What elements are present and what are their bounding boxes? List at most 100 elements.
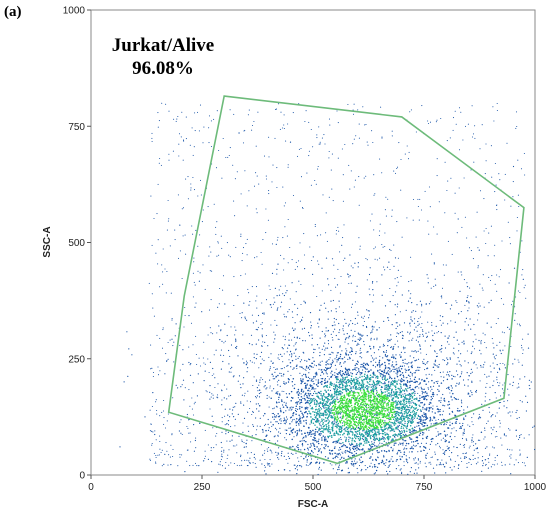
event-dot <box>372 409 375 412</box>
event-dot <box>456 339 458 341</box>
event-dot <box>293 345 295 347</box>
event-dot <box>260 392 262 394</box>
event-dot <box>352 419 354 421</box>
event-dot <box>399 371 401 373</box>
event-dot <box>214 386 216 389</box>
event-dot <box>509 411 511 413</box>
event-dot <box>342 174 344 176</box>
event-dot <box>446 357 448 359</box>
event-dot <box>198 130 200 132</box>
event-dot <box>381 137 383 139</box>
event-dot <box>203 126 205 128</box>
event-dot <box>312 285 314 287</box>
event-dot <box>191 127 193 129</box>
event-dot <box>219 287 221 290</box>
event-dot <box>347 401 349 403</box>
event-dot <box>378 371 380 374</box>
event-dot <box>331 436 333 439</box>
event-dot <box>337 157 339 159</box>
event-dot <box>378 451 380 453</box>
event-dot <box>289 470 291 472</box>
event-dot <box>359 376 361 379</box>
event-dot <box>448 343 450 345</box>
event-dot <box>371 445 374 448</box>
event-dot <box>459 443 461 445</box>
event-dot <box>490 225 492 227</box>
event-dot <box>509 429 511 431</box>
event-dot <box>419 416 422 418</box>
event-dot <box>259 417 261 419</box>
event-dot <box>437 431 439 433</box>
event-dot <box>264 466 266 468</box>
event-dot <box>354 430 357 433</box>
event-dot <box>268 193 270 195</box>
event-dot <box>192 176 194 179</box>
event-dot <box>378 444 380 446</box>
event-dot <box>228 363 230 365</box>
event-dot <box>418 384 420 386</box>
event-dot <box>320 369 323 371</box>
event-dot <box>378 234 380 237</box>
event-dot <box>478 313 480 315</box>
event-dot <box>306 413 309 415</box>
event-dot <box>336 413 339 415</box>
event-dot <box>335 421 338 424</box>
event-dot <box>412 444 415 446</box>
event-dot <box>321 290 323 292</box>
event-dot <box>343 423 346 425</box>
event-dot <box>300 465 302 467</box>
event-dot <box>272 412 274 415</box>
event-dot <box>359 389 362 392</box>
event-dot <box>449 392 451 394</box>
event-dot <box>269 439 271 442</box>
event-dot <box>190 187 192 189</box>
event-dot <box>316 402 318 404</box>
event-dot <box>433 332 436 334</box>
event-dot <box>384 425 387 427</box>
event-dot <box>345 388 347 390</box>
event-dot <box>152 371 155 374</box>
event-dot <box>294 343 296 345</box>
event-dot <box>406 390 408 392</box>
event-dot <box>289 354 291 356</box>
event-dot <box>406 398 408 401</box>
event-dot <box>444 453 446 456</box>
event-dot <box>391 209 393 211</box>
event-dot <box>408 402 410 404</box>
event-dot <box>400 468 402 470</box>
event-dot <box>522 338 524 340</box>
event-dot <box>392 295 394 297</box>
event-dot <box>403 451 406 453</box>
event-dot <box>405 455 407 457</box>
event-dot <box>384 410 386 412</box>
event-dot <box>486 376 488 378</box>
event-dot <box>290 427 292 429</box>
event-dot <box>503 332 505 334</box>
event-dot <box>335 390 338 392</box>
event-dot <box>193 189 196 191</box>
event-dot <box>409 111 411 113</box>
event-dot <box>463 342 465 344</box>
event-dot <box>379 346 381 348</box>
event-dot <box>408 393 410 395</box>
event-dot <box>274 301 276 303</box>
event-dot <box>326 428 328 431</box>
event-dot <box>318 468 320 470</box>
event-dot <box>366 377 368 379</box>
event-dot <box>246 439 248 441</box>
event-dot <box>388 435 390 438</box>
event-dot <box>251 129 253 131</box>
event-dot <box>276 308 279 310</box>
event-dot <box>484 173 486 175</box>
event-dot <box>451 374 453 376</box>
event-dot <box>308 410 310 412</box>
event-dot <box>268 285 270 287</box>
event-dot <box>346 379 349 381</box>
event-dot <box>314 398 316 400</box>
event-dot <box>312 452 314 454</box>
event-dot <box>161 347 164 349</box>
event-dot <box>389 375 391 377</box>
event-dot <box>345 418 347 420</box>
event-dot <box>198 357 200 359</box>
event-dot <box>357 109 359 111</box>
